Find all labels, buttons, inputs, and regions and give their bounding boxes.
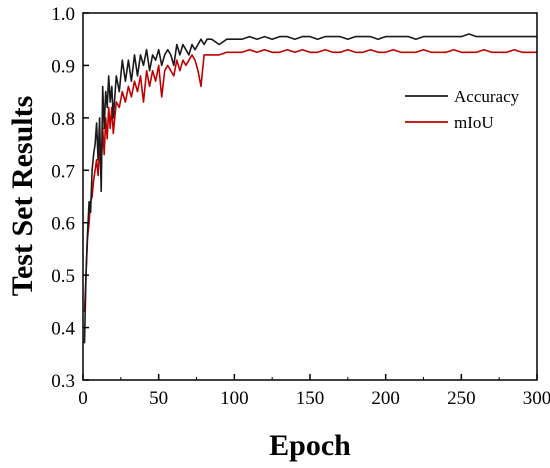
y-tick-label-4: 0.7 — [51, 161, 75, 182]
legend: Accuracy mIoU — [405, 87, 520, 132]
x-tick-label-2: 100 — [220, 388, 249, 409]
y-tick-label-7: 1.0 — [51, 4, 75, 25]
series-line-accuracy — [83, 33, 537, 344]
x-tick-label-4: 200 — [371, 388, 400, 409]
x-tick-label-6: 300 — [523, 388, 550, 409]
series-line-miou — [83, 48, 537, 312]
y-tick-label-2: 0.5 — [51, 266, 75, 287]
plot-frame — [82, 12, 538, 381]
x-tick-label-3: 150 — [296, 388, 325, 409]
y-tick-label-3: 0.6 — [51, 214, 75, 235]
legend-label-accuracy: Accuracy — [454, 87, 520, 106]
x-tick-label-1: 50 — [149, 388, 168, 409]
y-tick-label-5: 0.8 — [51, 109, 75, 130]
y-tick-label-6: 0.9 — [51, 56, 75, 77]
legend-label-miou: mIoU — [454, 113, 494, 132]
x-axis-title: Epoch — [269, 429, 351, 462]
y-tick-label-0: 0.3 — [51, 371, 75, 392]
y-axis-title: Test Set Results — [6, 96, 39, 297]
ticks-layer: 0 50 100 150 200 250 300 0.3 0.4 0.5 0.6 0.7 0.8 0.9 1… — [51, 4, 550, 409]
series-layer — [83, 33, 537, 344]
x-tick-label-5: 250 — [447, 388, 476, 409]
y-tick-label-1: 0.4 — [51, 319, 75, 340]
x-tick-label-0: 0 — [78, 388, 88, 409]
